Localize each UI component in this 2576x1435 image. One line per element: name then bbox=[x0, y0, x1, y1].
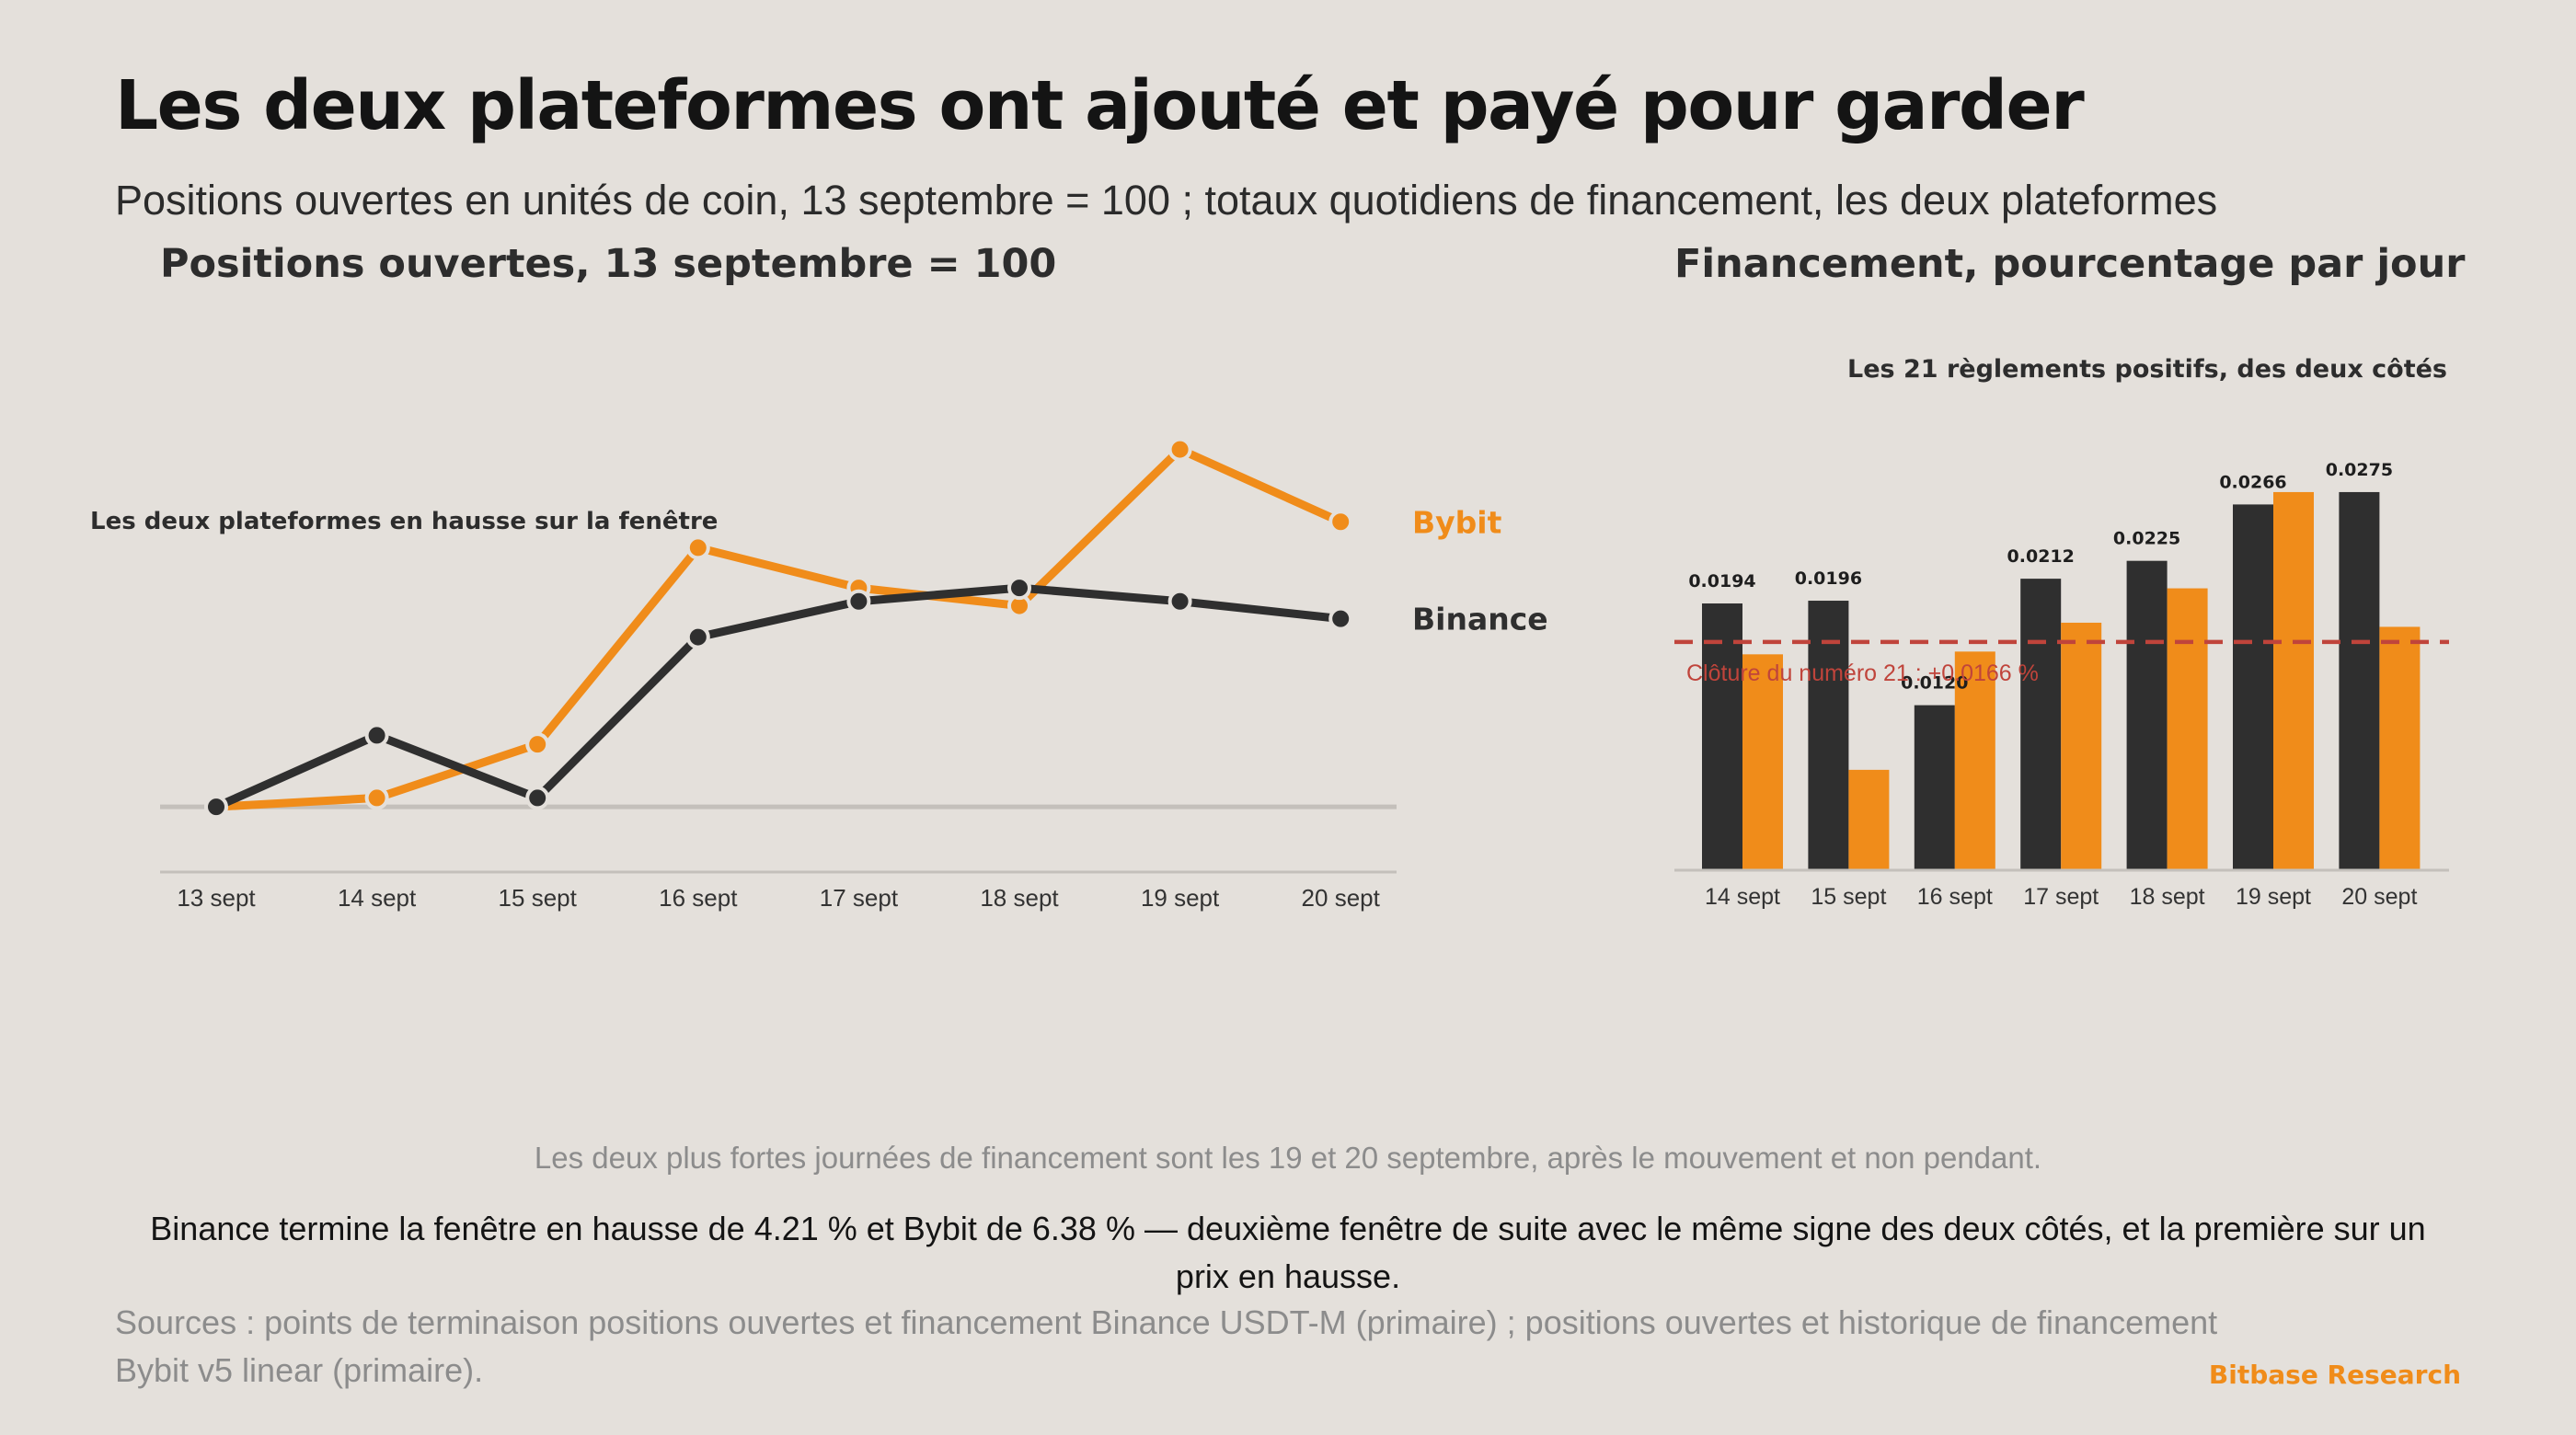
x-tick-label: 15 sept bbox=[1811, 884, 1886, 910]
data-point-binance bbox=[364, 723, 389, 748]
page-title: Les deux plateformes ont ajouté et payé … bbox=[115, 66, 2085, 145]
x-tick-label: 19 sept bbox=[1141, 884, 1220, 912]
bar-value-label: 0.0196 bbox=[1795, 568, 1862, 589]
x-tick-label: 16 sept bbox=[1917, 884, 1993, 910]
data-point-binance bbox=[1007, 576, 1031, 601]
bar-value-label: 0.0212 bbox=[2007, 546, 2075, 567]
line-chart-annotation: Les deux plateformes en hausse sur la fe… bbox=[90, 508, 718, 535]
page-subtitle: Positions ouvertes en unités de coin, 13… bbox=[115, 177, 2218, 224]
bar-bybit bbox=[2379, 626, 2421, 870]
data-point-binance bbox=[525, 786, 550, 810]
x-tick-label: 17 sept bbox=[820, 884, 899, 912]
data-point-bybit bbox=[1328, 510, 1353, 534]
data-point-binance bbox=[1167, 589, 1192, 614]
sources-text: Sources : points de terminaison position… bbox=[115, 1303, 2218, 1389]
bar-value-label: 0.0120 bbox=[1901, 673, 1968, 694]
open-interest-line-chart: Les deux plateformes en hausse sur la fe… bbox=[90, 437, 1548, 912]
data-point-bybit bbox=[1167, 437, 1192, 462]
series-line-bybit bbox=[212, 445, 1345, 811]
bar-bybit bbox=[1848, 769, 1890, 870]
bar-binance bbox=[2020, 579, 2062, 870]
bar-bybit bbox=[2167, 588, 2208, 870]
bar-bybit bbox=[1742, 654, 1783, 870]
x-tick-label: 19 sept bbox=[2236, 884, 2311, 910]
bar-value-label: 0.0194 bbox=[1688, 571, 1755, 591]
data-point-binance bbox=[1328, 606, 1353, 631]
series-line-binance bbox=[212, 583, 1345, 811]
brand-logo-text: Bitbase Research bbox=[2208, 1360, 2461, 1390]
bar-binance bbox=[2233, 504, 2273, 870]
bar-value-label: 0.0275 bbox=[2326, 460, 2393, 480]
data-point-binance bbox=[685, 625, 710, 649]
bar-value-label: 0.0225 bbox=[2113, 529, 2180, 549]
bar-chart-annotation: Les 21 règlements positifs, des deux côt… bbox=[1847, 355, 2447, 384]
series-label-bybit: Bybit bbox=[1412, 504, 1502, 540]
bar-binance bbox=[1914, 705, 1955, 870]
bar-binance bbox=[2339, 491, 2380, 870]
x-tick-label: 20 sept bbox=[2341, 884, 2417, 910]
x-tick-label: 16 sept bbox=[659, 884, 738, 912]
reference-line-label: Clôture du numéro 21 : +0.0166 % bbox=[1686, 660, 2039, 686]
footnote: Les deux plus fortes journées de finance… bbox=[534, 1141, 2042, 1175]
x-tick-label: 15 sept bbox=[499, 884, 578, 912]
x-tick-label: 14 sept bbox=[1705, 884, 1780, 910]
x-tick-label: 20 sept bbox=[1302, 884, 1381, 912]
x-tick-label: 14 sept bbox=[338, 884, 417, 912]
data-point-binance bbox=[846, 589, 871, 614]
data-point-bybit bbox=[525, 732, 550, 757]
line-chart-title: Positions ouvertes, 13 septembre = 100 bbox=[160, 241, 1057, 287]
bar-bybit bbox=[2273, 491, 2314, 870]
series-label-binance: Binance bbox=[1412, 602, 1548, 637]
data-point-bybit bbox=[685, 535, 710, 560]
bar-binance bbox=[1702, 603, 1742, 870]
bar-value-label: 0.0266 bbox=[2219, 472, 2286, 492]
bar-chart-title: Financement, pourcentage par jour bbox=[1674, 241, 2466, 287]
x-tick-label: 18 sept bbox=[2130, 884, 2205, 910]
bar-binance bbox=[2126, 560, 2168, 870]
bar-bybit bbox=[1954, 651, 1995, 870]
x-tick-label: 17 sept bbox=[2023, 884, 2099, 910]
summary-text: Binance termine la fenêtre en hausse de … bbox=[150, 1210, 2426, 1295]
x-tick-label: 13 sept bbox=[177, 884, 256, 912]
data-point-binance bbox=[204, 795, 228, 820]
bar-bybit bbox=[2061, 622, 2102, 870]
funding-bar-chart: Les 21 règlements positifs, des deux côt… bbox=[1674, 355, 2449, 910]
bar-binance bbox=[1808, 601, 1849, 870]
x-tick-label: 18 sept bbox=[980, 884, 1059, 912]
data-point-bybit bbox=[364, 786, 389, 810]
